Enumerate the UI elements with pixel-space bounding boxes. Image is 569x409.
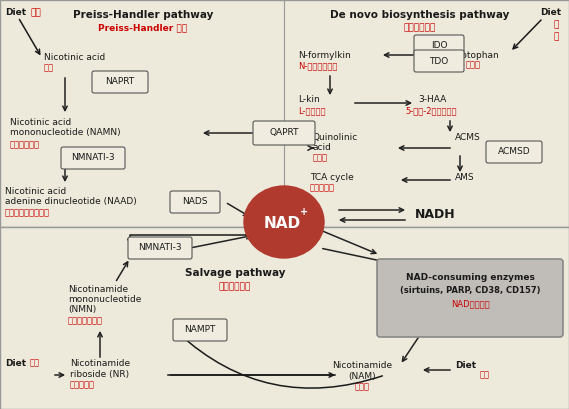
Text: Preiss-Handler pathway: Preiss-Handler pathway (73, 10, 213, 20)
Text: Diet: Diet (540, 8, 561, 17)
Text: Quinolinic: Quinolinic (313, 133, 358, 142)
Text: 补救合成途径: 补救合成途径 (219, 282, 251, 291)
Text: L-犬尿氨酸: L-犬尿氨酸 (298, 106, 325, 115)
Text: NADH: NADH (415, 209, 456, 222)
Text: 色氨酸: 色氨酸 (465, 61, 480, 70)
Text: 烟酸腺嘌呤二核苷酸: 烟酸腺嘌呤二核苷酸 (5, 208, 50, 217)
Text: NAD: NAD (263, 216, 300, 231)
Text: 物: 物 (554, 32, 559, 41)
Text: Nicotinic acid: Nicotinic acid (10, 118, 71, 127)
Text: Preiss-Handler 途径: Preiss-Handler 途径 (98, 23, 188, 32)
Text: N-甲酰犬尿氨酸: N-甲酰犬尿氨酸 (298, 61, 337, 70)
Text: ACMS: ACMS (455, 133, 481, 142)
Text: L-kin: L-kin (298, 95, 320, 105)
Text: TCA cycle: TCA cycle (310, 173, 354, 182)
Text: Diet: Diet (5, 359, 26, 368)
Text: 食: 食 (554, 20, 559, 29)
Text: De novo biosynthesis pathway: De novo biosynthesis pathway (331, 10, 510, 20)
Text: NAPRT: NAPRT (105, 77, 135, 86)
Text: NMNATI-3: NMNATI-3 (138, 243, 182, 252)
Text: Nicotinamide: Nicotinamide (70, 359, 130, 368)
FancyBboxPatch shape (253, 121, 315, 145)
Text: (sirtuins, PARP, CD38, CD157): (sirtuins, PARP, CD38, CD157) (400, 286, 540, 295)
Text: (NAM): (NAM) (348, 371, 376, 380)
Text: acid: acid (313, 143, 332, 152)
Text: 烟酸胺: 烟酸胺 (354, 382, 369, 391)
FancyBboxPatch shape (414, 50, 464, 72)
Text: Nicotinamide: Nicotinamide (68, 285, 128, 294)
FancyBboxPatch shape (414, 35, 464, 57)
Text: 喹啉酸: 喹啉酸 (313, 153, 328, 162)
FancyBboxPatch shape (92, 71, 148, 93)
Text: Nicotinic acid: Nicotinic acid (44, 54, 105, 63)
FancyBboxPatch shape (377, 259, 563, 337)
Text: Diet: Diet (5, 8, 26, 17)
FancyBboxPatch shape (0, 0, 569, 227)
Text: TDO: TDO (430, 56, 448, 65)
Text: adenine dinucleotide (NAAD): adenine dinucleotide (NAAD) (5, 197, 137, 206)
Text: Nicotinic acid: Nicotinic acid (5, 187, 66, 196)
Text: 食物: 食物 (30, 8, 41, 17)
Text: AMS: AMS (455, 173, 475, 182)
Text: Nicotinamide: Nicotinamide (332, 360, 392, 369)
Text: 烟酸: 烟酸 (44, 63, 54, 72)
Text: 烟酸单核苷酸: 烟酸单核苷酸 (10, 140, 40, 149)
Text: Salvage pathway: Salvage pathway (185, 268, 285, 278)
FancyBboxPatch shape (61, 147, 125, 169)
Text: riboside (NR): riboside (NR) (70, 369, 129, 378)
Text: 三羧酸循环: 三羧酸循环 (310, 184, 335, 193)
FancyBboxPatch shape (173, 319, 227, 341)
Text: IDO: IDO (431, 41, 447, 50)
Text: Diet: Diet (455, 360, 476, 369)
FancyBboxPatch shape (128, 237, 192, 259)
Text: 5-羟基-2氨基苯甲酸: 5-羟基-2氨基苯甲酸 (405, 106, 456, 115)
Text: QAPRT: QAPRT (269, 128, 299, 137)
FancyBboxPatch shape (0, 227, 569, 409)
Text: mononucleotide (NAMN): mononucleotide (NAMN) (10, 128, 121, 137)
Text: 食物: 食物 (30, 359, 40, 368)
Text: N-formylkin: N-formylkin (298, 50, 351, 59)
Text: Tryptophan: Tryptophan (448, 50, 498, 59)
Text: 烟酰胺核糖: 烟酰胺核糖 (70, 380, 95, 389)
Text: 3-HAA: 3-HAA (418, 95, 446, 105)
FancyBboxPatch shape (170, 191, 220, 213)
Text: 从头合成途径: 从头合成途径 (404, 23, 436, 32)
Ellipse shape (244, 186, 324, 258)
Text: NMNATI-3: NMNATI-3 (71, 153, 115, 162)
Text: NAMPT: NAMPT (184, 326, 216, 335)
Text: 烟酰胺二核苷酸: 烟酰胺二核苷酸 (68, 316, 103, 325)
Text: NADS: NADS (182, 198, 208, 207)
Text: +: + (300, 207, 308, 217)
Text: 食物: 食物 (480, 371, 490, 380)
Text: NAD消耗通路: NAD消耗通路 (451, 299, 489, 308)
Text: NAD-consuming enzymes: NAD-consuming enzymes (406, 274, 534, 283)
Text: ACMSD: ACMSD (498, 148, 530, 157)
Text: (NMN): (NMN) (68, 305, 96, 314)
Text: mononucleotide: mononucleotide (68, 295, 141, 304)
FancyBboxPatch shape (486, 141, 542, 163)
